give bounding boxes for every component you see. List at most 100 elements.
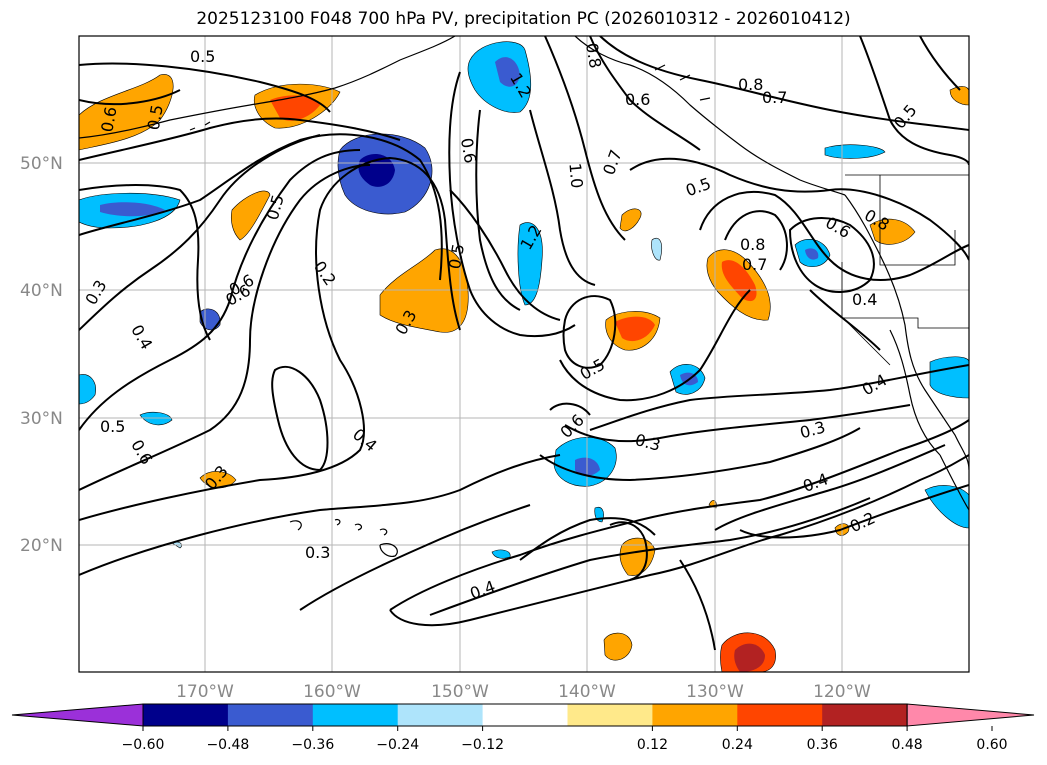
- pv-contour: [475, 109, 521, 311]
- pv-contour: [724, 210, 788, 271]
- colorbar-outline: [142, 703, 908, 727]
- colorbar: −0.60 −0.48 −0.36 −0.24 −0.12 0.12 0.24 0.36 0.4…: [11, 703, 1035, 753]
- longitude-labels: 170°W 160°W 150°W 140°W 130°W 120°W: [176, 682, 871, 702]
- precip-fills: [79, 41, 969, 672]
- precip-positive-area: [615, 316, 655, 342]
- pv-contour: [79, 454, 561, 576]
- precip-positive-area: [79, 74, 174, 151]
- lat-label: 20°N: [20, 536, 63, 556]
- pv-contour: [589, 36, 701, 151]
- precip-positive-area: [949, 86, 969, 106]
- precip-positive-area: [734, 643, 765, 672]
- alaska-panhandle-coast: [574, 36, 846, 196]
- precip-negative-area: [517, 222, 543, 306]
- pv-contour: [599, 36, 969, 131]
- pv-contours: [79, 36, 969, 651]
- precip-negative-area: [651, 237, 663, 261]
- hawaii-islands: [289, 518, 398, 557]
- pv-contour: [699, 190, 969, 281]
- lon-label: 140°W: [558, 682, 616, 702]
- coast-islands: [189, 64, 711, 131]
- lat-label: 40°N: [20, 281, 63, 301]
- precip-negative-area: [79, 374, 96, 405]
- pv-contour: [564, 404, 911, 443]
- colorbar-segment: [312, 704, 399, 726]
- lon-label: 130°W: [686, 682, 744, 702]
- lon-label: 120°W: [813, 682, 871, 702]
- pv-contour: [79, 89, 181, 106]
- colorbar-tick-label: −0.12: [461, 737, 504, 753]
- north-america-coast: [844, 194, 969, 471]
- pv-contour: [788, 217, 875, 293]
- pv-contour: [79, 149, 361, 431]
- colorbar-tick-label: 0.12: [637, 737, 668, 753]
- colorbar-tick-label: 0.60: [976, 737, 1007, 753]
- graticule: [79, 36, 969, 672]
- pv-contour: [679, 559, 716, 651]
- colorbar-segment: [822, 704, 908, 726]
- pv-contour: [589, 364, 969, 431]
- border-line: [841, 262, 969, 329]
- lon-label: 160°W: [303, 682, 361, 702]
- precip-positive-area: [270, 95, 320, 121]
- contour-label: 0.5: [144, 103, 167, 131]
- precip-positive-area: [199, 471, 237, 489]
- contour-label: 0.4: [852, 290, 877, 309]
- pv-contour: [389, 419, 969, 611]
- pv-contour: [448, 71, 576, 338]
- colorbar-extend-left: [11, 703, 144, 727]
- lon-label: 150°W: [431, 682, 489, 702]
- pv-contour: [299, 504, 531, 611]
- pv-contour: [79, 117, 401, 161]
- colorbar-segment: [482, 704, 568, 726]
- colorbar-tick-label: 0.24: [722, 737, 753, 753]
- pv-contour: [739, 484, 969, 539]
- contour-label: 0.5: [190, 47, 215, 66]
- pv-contour: [79, 134, 321, 331]
- colorbar-segment: [737, 704, 823, 726]
- pv-contour: [519, 517, 656, 561]
- pv-contour: [79, 133, 443, 281]
- contour-label: 0.6: [97, 105, 120, 133]
- lon-label: 170°W: [176, 682, 234, 702]
- precip-negative-area: [100, 202, 165, 217]
- pv-contour: [562, 295, 617, 369]
- colorbar-segment: [397, 704, 484, 726]
- map-title: 2025123100 F048 700 hPa PV, precipitatio…: [196, 9, 851, 29]
- colorbar-tick-label: −0.24: [376, 737, 419, 753]
- pv-contour: [79, 184, 211, 341]
- contour-label: 0.7: [762, 88, 787, 107]
- precip-positive-area: [230, 190, 271, 241]
- precip-negative-area: [139, 411, 173, 426]
- contour-label: 0.6: [457, 136, 480, 164]
- pv-contour: [79, 156, 461, 521]
- latitude-labels: 50°N 40°N 30°N 20°N: [20, 154, 63, 556]
- pv-contour: [449, 189, 561, 321]
- pv-contour: [629, 157, 969, 261]
- contour-label: 0.8: [738, 75, 763, 94]
- contour-label: 1.0: [565, 162, 586, 189]
- precip-negative-area: [495, 57, 520, 87]
- precip-negative-area: [491, 549, 511, 559]
- contour-label: 0.5: [100, 417, 125, 436]
- pv-contour: [859, 36, 969, 166]
- mexico-coast: [939, 454, 969, 511]
- colorbar-tick-label: 0.48: [892, 737, 923, 753]
- contour-label: 0.6: [625, 90, 650, 109]
- colorbar-tick-label: 0.36: [807, 737, 838, 753]
- pv-contour: [79, 62, 331, 113]
- colorbar-segment: [143, 704, 229, 726]
- contour-label: 0.8: [582, 41, 605, 69]
- contour-label: 0.5: [445, 242, 468, 270]
- precip-negative-area: [805, 248, 819, 260]
- contour-label: 0.7: [742, 255, 767, 274]
- precip-positive-area: [603, 632, 633, 661]
- pv-contour: [429, 497, 871, 616]
- alaska-coast: [79, 36, 456, 139]
- colorbar-tick-label: −0.60: [122, 737, 165, 753]
- contour-label: 0.8: [740, 235, 765, 254]
- precip-positive-area: [619, 208, 642, 232]
- map-panel: 0.5 0.6 0.5 0.6 0.5 1.2 0.8 0.6 0.8 0.7 …: [79, 36, 969, 672]
- precip-negative-area: [824, 144, 886, 159]
